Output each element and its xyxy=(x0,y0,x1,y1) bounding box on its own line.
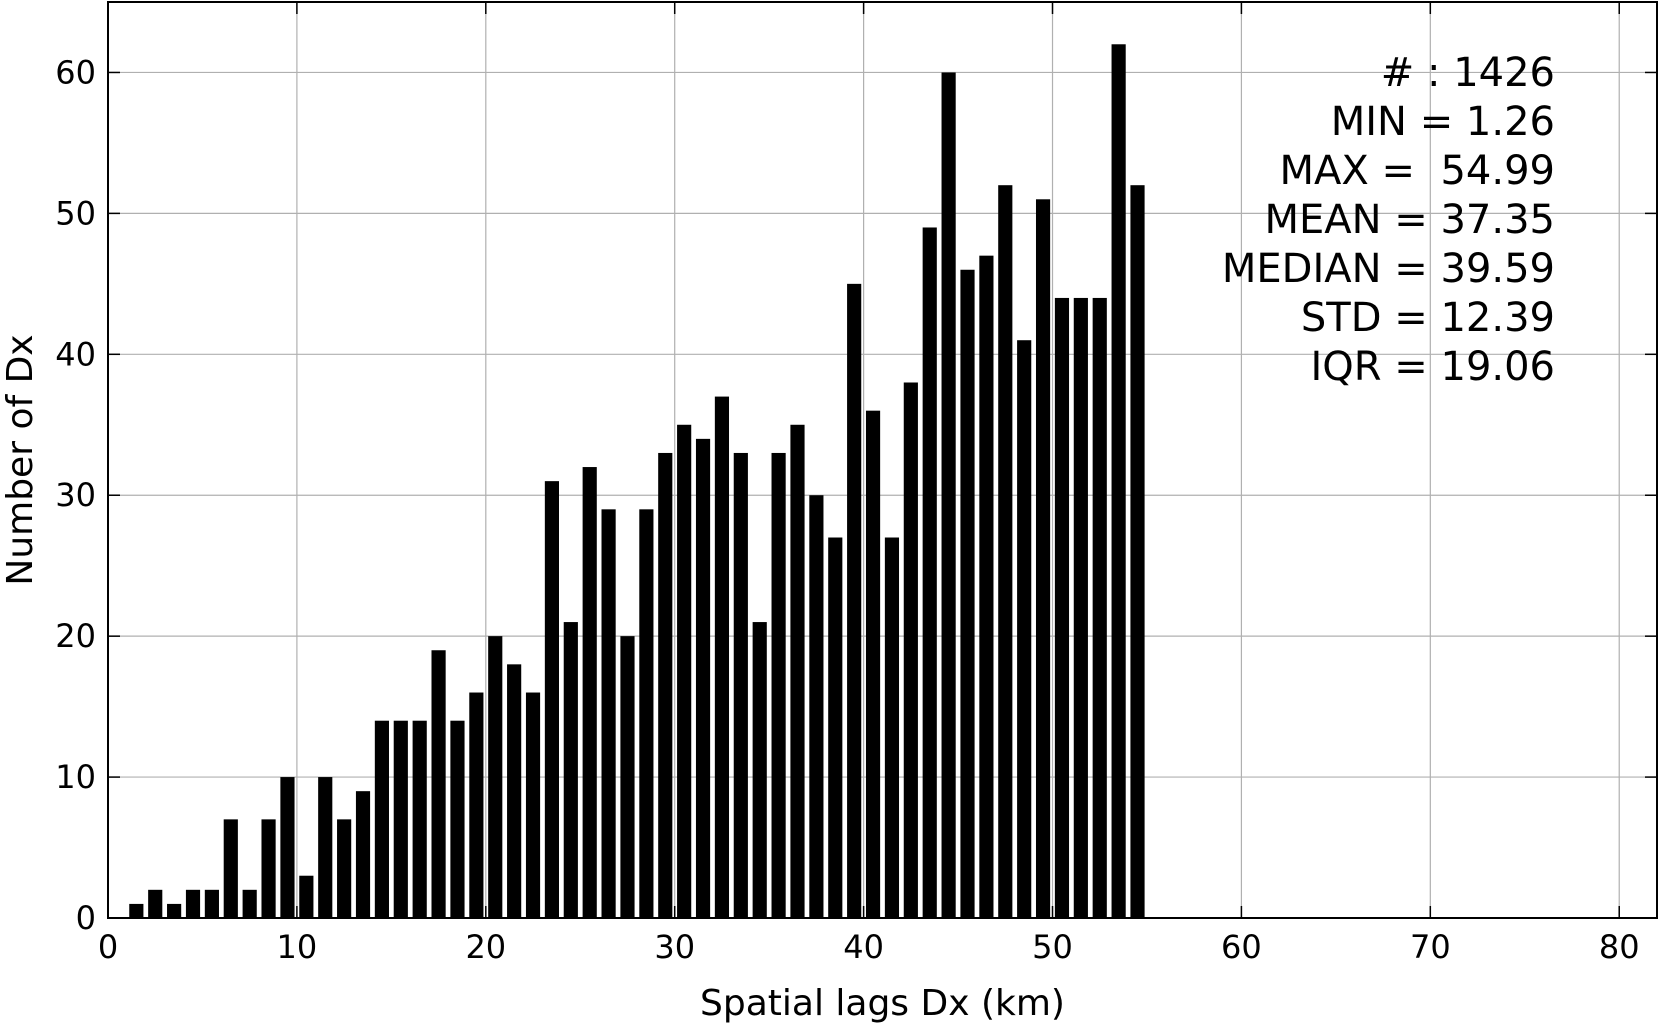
bar xyxy=(771,452,786,918)
bar xyxy=(261,819,276,918)
stat-max: MAX = 54.99 xyxy=(1280,148,1555,194)
stat-median: MEDIAN = 39.59 xyxy=(1222,246,1555,292)
bar xyxy=(847,283,862,918)
bar xyxy=(488,636,503,918)
x-tick-label: 80 xyxy=(1599,928,1640,966)
x-tick-label: 50 xyxy=(1032,928,1073,966)
bar xyxy=(1054,297,1070,918)
x-axis-label: Spatial lags Dx (km) xyxy=(700,983,1065,1024)
y-tick-label: 30 xyxy=(55,476,96,514)
bar xyxy=(809,495,824,918)
x-tick-label: 40 xyxy=(843,928,884,966)
y-tick-label: 60 xyxy=(55,53,96,91)
y-axis-label: Number of Dx xyxy=(0,334,41,585)
bar xyxy=(884,537,900,918)
plot-frame xyxy=(107,1,1658,919)
bar xyxy=(544,481,560,918)
stat-iqr: IQR = 19.06 xyxy=(1310,344,1555,390)
bar xyxy=(979,255,994,918)
bar xyxy=(148,889,163,918)
bar xyxy=(525,692,541,918)
bar xyxy=(903,382,918,918)
bar xyxy=(714,396,730,919)
stat-min: MIN = 1.26 xyxy=(1331,99,1555,145)
bar xyxy=(374,720,389,918)
bar xyxy=(620,636,635,918)
bar xyxy=(167,903,182,918)
bar xyxy=(299,875,314,918)
bar xyxy=(507,664,522,918)
x-tick-label: 10 xyxy=(277,928,318,966)
bar xyxy=(563,622,578,918)
bar xyxy=(355,791,371,918)
bar xyxy=(1111,44,1126,919)
y-tick-label: 0 xyxy=(76,899,96,937)
bar xyxy=(695,438,711,918)
bar xyxy=(733,452,748,918)
x-tick-label: 30 xyxy=(654,928,695,966)
stats-box: # : 1426 MIN = 1.26 MAX = 54.99 MEAN = 3… xyxy=(1222,50,1555,390)
bar xyxy=(185,889,201,918)
bar xyxy=(337,819,352,918)
bar xyxy=(412,720,427,918)
bar xyxy=(204,889,219,918)
x-tick-label: 20 xyxy=(465,928,506,966)
stat-count: # : 1426 xyxy=(1381,50,1555,96)
bar xyxy=(280,777,295,918)
x-tick-label: 0 xyxy=(98,928,118,966)
bar xyxy=(677,424,692,918)
bar xyxy=(1092,297,1107,918)
y-tick-label: 40 xyxy=(55,335,96,373)
bar xyxy=(1073,297,1088,918)
ticks xyxy=(107,2,1657,919)
y-tick-labels: 0 10 20 30 40 50 60 xyxy=(55,53,96,937)
bar xyxy=(582,467,597,918)
y-tick-label: 50 xyxy=(55,194,96,232)
bar xyxy=(129,903,144,918)
bar xyxy=(431,650,446,918)
bar xyxy=(960,269,975,918)
bar xyxy=(639,509,654,918)
bar xyxy=(223,819,238,918)
x-tick-label: 60 xyxy=(1221,928,1262,966)
y-tick-label: 20 xyxy=(55,617,96,655)
bar xyxy=(998,185,1013,918)
bar xyxy=(1035,199,1051,919)
bar xyxy=(1017,340,1032,918)
bar xyxy=(658,452,673,918)
bar xyxy=(450,720,465,918)
y-tick-label: 10 xyxy=(55,758,96,796)
bar xyxy=(318,777,333,918)
x-tick-labels: 0 10 20 30 40 50 60 70 80 xyxy=(98,928,1640,966)
bar xyxy=(242,889,257,918)
bar xyxy=(601,509,616,918)
bar xyxy=(752,622,767,918)
bar xyxy=(922,227,937,918)
bar xyxy=(941,72,956,918)
stat-mean: MEAN = 37.35 xyxy=(1264,197,1555,243)
bar xyxy=(393,720,408,918)
bar xyxy=(1130,185,1145,918)
x-tick-label: 70 xyxy=(1410,928,1451,966)
bar xyxy=(790,424,805,918)
bar xyxy=(828,537,843,918)
bar xyxy=(469,692,484,918)
stat-std: STD = 12.39 xyxy=(1301,295,1555,341)
bar xyxy=(865,410,881,918)
bars xyxy=(129,44,1145,919)
